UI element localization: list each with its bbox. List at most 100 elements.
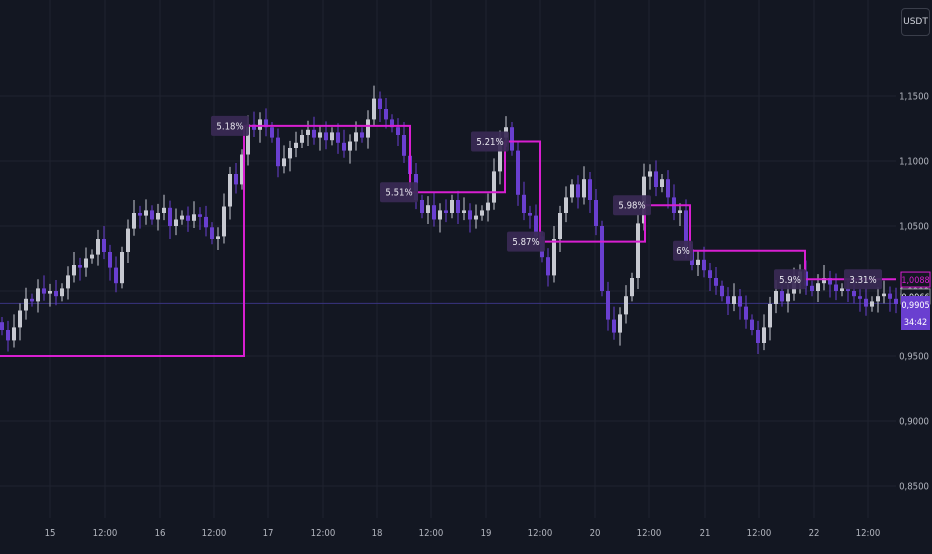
candle-up bbox=[144, 210, 148, 216]
candle-down bbox=[186, 215, 190, 221]
candle-up bbox=[174, 219, 178, 226]
candle-up bbox=[564, 197, 568, 213]
candle-down bbox=[714, 278, 718, 286]
x-axis-tick-label: 12:00 bbox=[419, 528, 444, 539]
candle-up bbox=[486, 202, 490, 211]
x-axis-tick-label: 22 bbox=[809, 528, 820, 539]
candle-down bbox=[252, 124, 256, 130]
candle-up bbox=[192, 214, 196, 221]
bar-countdown-text: 34:42 bbox=[904, 318, 927, 328]
percent-annotation-label: 5.9% bbox=[779, 275, 801, 286]
candle-down bbox=[108, 252, 112, 268]
candle-down bbox=[390, 119, 394, 128]
y-axis-tick-label: 1,1500 bbox=[899, 92, 929, 103]
candle-down bbox=[6, 330, 10, 341]
y-axis-tick-label: 1,1000 bbox=[899, 157, 929, 168]
x-axis-tick-label: 12:00 bbox=[93, 528, 118, 539]
currency-selector-button[interactable]: USDT bbox=[901, 8, 930, 36]
candle-up bbox=[618, 314, 622, 333]
candle-down bbox=[750, 319, 754, 330]
candle-down bbox=[702, 259, 706, 271]
candle-up bbox=[450, 200, 454, 213]
candle-down bbox=[780, 291, 784, 302]
candle-up bbox=[786, 293, 790, 302]
x-axis-tick-label: 20 bbox=[590, 528, 601, 539]
candle-up bbox=[330, 132, 334, 141]
candle-down bbox=[828, 278, 832, 285]
candle-down bbox=[378, 98, 382, 109]
candle-up bbox=[258, 119, 262, 130]
candle-up bbox=[630, 278, 634, 297]
candle-up bbox=[624, 296, 628, 315]
candle-up bbox=[438, 210, 442, 220]
candle-up bbox=[126, 228, 130, 252]
candle-down bbox=[270, 127, 274, 138]
candle-up bbox=[222, 206, 226, 237]
candle-down bbox=[516, 150, 520, 195]
candle-up bbox=[552, 239, 556, 276]
candle-up bbox=[822, 278, 826, 284]
candle-up bbox=[96, 239, 100, 255]
percent-annotation-label: 5.21% bbox=[476, 137, 503, 148]
candle-up bbox=[816, 283, 820, 291]
candle-up bbox=[366, 119, 370, 138]
x-axis-tick-label: 12:00 bbox=[747, 528, 772, 539]
candle-down bbox=[606, 291, 610, 320]
percent-annotation-label: 5.51% bbox=[385, 188, 412, 199]
candle-up bbox=[498, 137, 502, 172]
candle-down bbox=[276, 137, 280, 167]
candle-down bbox=[324, 132, 328, 141]
candle-down bbox=[612, 319, 616, 333]
candle-up bbox=[762, 327, 766, 343]
candle-up bbox=[636, 223, 640, 278]
x-axis-tick-label: 17 bbox=[263, 528, 274, 539]
candle-down bbox=[594, 200, 598, 226]
candle-down bbox=[858, 296, 862, 299]
candle-down bbox=[708, 270, 712, 278]
candle-down bbox=[528, 213, 532, 216]
candle-down bbox=[894, 298, 898, 304]
candle-up bbox=[732, 296, 736, 304]
x-axis-tick-label: 16 bbox=[155, 528, 166, 539]
candle-down bbox=[546, 257, 550, 276]
candle-down bbox=[138, 213, 142, 216]
candle-down bbox=[168, 207, 172, 226]
candle-up bbox=[120, 252, 124, 284]
last-price-text: 0,9905 bbox=[901, 301, 929, 311]
candle-down bbox=[204, 216, 208, 228]
candle-up bbox=[354, 132, 358, 142]
x-axis-tick-label: 19 bbox=[481, 528, 492, 539]
candle-down bbox=[846, 288, 850, 291]
candle-up bbox=[372, 98, 376, 120]
candle-down bbox=[54, 291, 58, 297]
candle-up bbox=[558, 213, 562, 239]
percent-annotation-label: 3.31% bbox=[849, 275, 876, 286]
candle-up bbox=[570, 184, 574, 198]
last-price-label bbox=[901, 296, 930, 330]
candle-up bbox=[12, 327, 16, 341]
candle-down bbox=[384, 109, 388, 120]
x-axis-tick-label: 12:00 bbox=[202, 528, 227, 539]
percent-annotation-box bbox=[774, 269, 806, 290]
percent-annotation-label: 6% bbox=[676, 246, 690, 257]
y-axis-tick-label: 0,9500 bbox=[899, 352, 929, 363]
level-price-text: 1,0088 bbox=[901, 276, 929, 286]
x-axis-tick-label: 12:00 bbox=[528, 528, 553, 539]
y-axis-tick-label: 0,8500 bbox=[899, 482, 929, 493]
candle-up bbox=[870, 301, 874, 307]
candle-up bbox=[48, 291, 52, 294]
candle-down bbox=[102, 239, 106, 252]
candle-down bbox=[444, 210, 448, 213]
x-axis-tick-label: 12:00 bbox=[637, 528, 662, 539]
candle-down bbox=[534, 215, 538, 237]
candle-up bbox=[876, 296, 880, 302]
candle-up bbox=[84, 258, 88, 268]
percent-annotation-label: 5.98% bbox=[618, 201, 645, 212]
candle-down bbox=[756, 330, 760, 343]
candle-down bbox=[726, 296, 730, 304]
candle-up bbox=[162, 207, 166, 213]
candle-up bbox=[132, 213, 136, 229]
candle-up bbox=[492, 171, 496, 203]
candle-up bbox=[582, 179, 586, 198]
